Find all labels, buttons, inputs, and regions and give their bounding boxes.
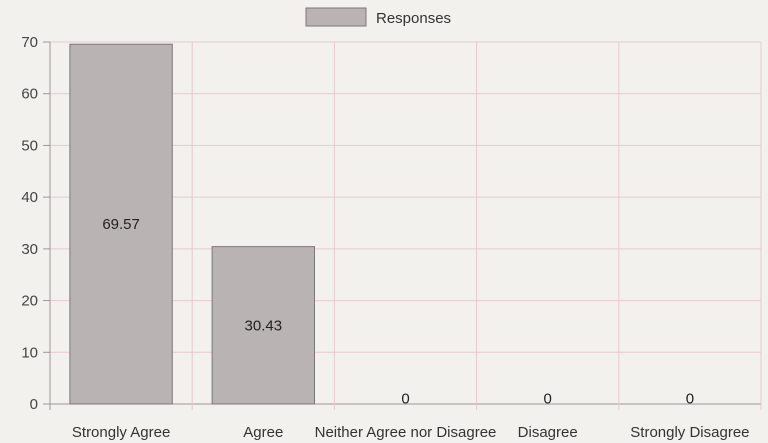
x-category-label: Agree (243, 424, 283, 441)
bar (211, 246, 315, 405)
data-label: 30.43 (245, 317, 283, 334)
bar (69, 43, 173, 405)
y-tick-label: 0 (30, 396, 38, 413)
y-tick-label: 50 (21, 137, 38, 154)
y-tick-label: 20 (21, 293, 38, 310)
axes: 0 10 20 30 40 50 60 70 (21, 34, 50, 413)
y-tick-label: 60 (21, 86, 38, 103)
legend: Responses (305, 7, 451, 27)
data-label: 0 (686, 391, 694, 408)
bars (69, 43, 315, 405)
x-category-label: Disagree (518, 424, 578, 441)
x-category-label: Strongly Disagree (630, 424, 749, 441)
data-label: 0 (544, 391, 552, 408)
y-tick-label: 10 (21, 344, 38, 361)
y-tick-label: 70 (21, 34, 38, 51)
labels: 69.57 Strongly Agree 30.43 Agree 0 Neither Ag… (72, 216, 750, 441)
data-label: 69.57 (102, 216, 140, 233)
y-tick-label: 30 (21, 241, 38, 258)
x-category-label: Strongly Agree (72, 424, 170, 441)
legend-label: Responses (376, 10, 451, 27)
x-category-label: Neither Agree nor Disagree (315, 424, 497, 441)
data-label: 0 (401, 391, 409, 408)
legend-swatch (305, 7, 367, 27)
y-tick-label: 40 (21, 189, 38, 206)
